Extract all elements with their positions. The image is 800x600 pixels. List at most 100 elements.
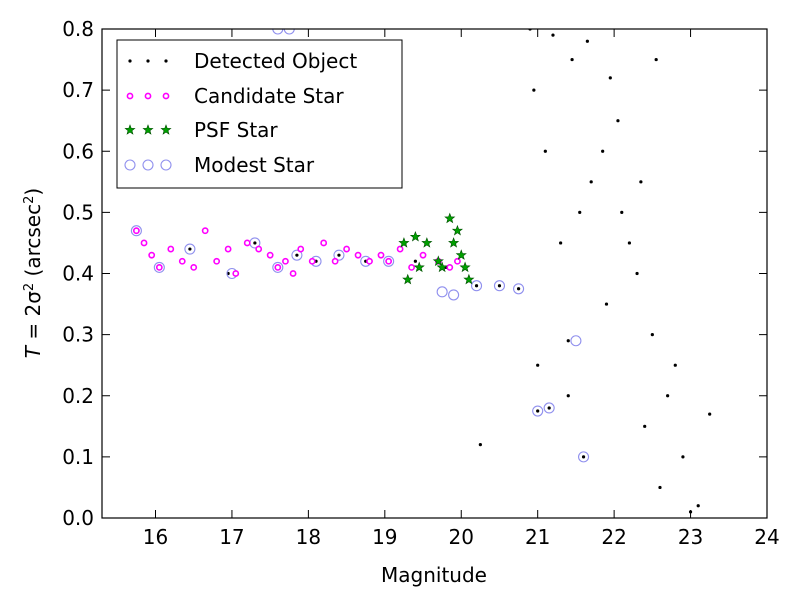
detected-object-point (585, 39, 589, 43)
candidate-star-point (454, 257, 461, 265)
candidate-star-point (190, 263, 198, 271)
y-tick-label: 0.8 (62, 17, 94, 41)
candidate-star-point (132, 227, 140, 235)
candidate-star-point (224, 245, 232, 253)
detected-object-point (559, 241, 563, 245)
modest-star-point (291, 249, 303, 261)
detected-object-point (188, 247, 192, 251)
legend-label-psf-star: PSF Star (194, 118, 278, 142)
y-axis-label-unit-close: ) (21, 188, 45, 196)
candidate-star-point (419, 251, 427, 259)
detected-object-point (478, 443, 482, 447)
modest-star-point (333, 249, 345, 261)
candidate-star-point (446, 263, 454, 271)
x-tick-label: 22 (601, 525, 626, 549)
psf-star-point (436, 261, 448, 273)
psf-star-point (455, 249, 467, 260)
modest-star-point (470, 280, 483, 292)
legend-marker-modest-star (160, 159, 172, 171)
detected-object-point (536, 363, 540, 367)
candidate-star-point (396, 245, 404, 253)
detected-object-point (532, 88, 536, 92)
candidate-star-point (331, 257, 339, 265)
y-tick-label: 0.3 (62, 323, 94, 347)
candidate-star-point (385, 257, 393, 265)
legend-marker-psf-star (124, 124, 136, 135)
modest-star-point (184, 243, 196, 255)
y-axis-label: T = 2σ2 (arcsec2) (21, 188, 45, 358)
candidate-star-point (289, 270, 297, 277)
candidate-star-point (377, 251, 385, 259)
legend-label-candidate-star: Candidate Star (194, 84, 344, 108)
detected-object-point (708, 412, 712, 416)
legend-marker-psf-star (160, 124, 172, 135)
y-tick-label: 0.5 (62, 200, 94, 224)
candidate-star-point (243, 239, 251, 247)
detected-object-point (570, 57, 574, 62)
candidate-star-point (167, 245, 175, 253)
detected-object-point (673, 363, 677, 367)
legend-marker-candidate-star (162, 92, 170, 100)
x-tick-label: 24 (754, 525, 779, 549)
candidate-star-point (282, 257, 289, 265)
candidate-star-point (255, 245, 263, 253)
detected-object-point (547, 406, 551, 410)
x-tick-label: 21 (525, 525, 550, 549)
detected-object-point (295, 253, 299, 257)
detected-object-point (536, 409, 540, 413)
candidate-star-point (408, 263, 415, 271)
modest-star-point (383, 255, 395, 267)
legend-marker-detected-object (146, 59, 150, 63)
y-tick-label: 0.1 (62, 445, 94, 469)
x-tick-label: 20 (449, 525, 474, 549)
y-axis-ticks: 0.0 0.1 0.2 0.3 0.4 0.5 0.6 0.7 0.8 (62, 17, 767, 530)
candidate-star-point (178, 257, 186, 265)
detected-object-point (650, 333, 654, 337)
legend-label-modest-star: Modest Star (194, 153, 315, 177)
candidate-star-point (343, 245, 350, 253)
psf-star-point (409, 230, 421, 242)
candidate-star-point (201, 227, 209, 235)
modest-star-point (448, 289, 460, 301)
detected-object-point (604, 302, 609, 306)
candidate-star-point (232, 270, 240, 277)
detected-object-point (337, 253, 341, 257)
legend-marker-detected-object (164, 59, 168, 63)
candidate-star-point (140, 239, 148, 247)
detected-object-point (581, 455, 586, 459)
detected-object-point (643, 424, 647, 428)
candidate-star-point (213, 257, 221, 265)
detected-object-point (589, 180, 593, 184)
candidate-star-point (366, 257, 373, 265)
y-tick-label: 0.0 (62, 506, 94, 530)
detected-object-point (601, 149, 605, 153)
candidate-star-point (297, 245, 305, 253)
detected-object-point (608, 76, 612, 80)
detected-object-point (413, 259, 417, 263)
candidate-star-point (308, 257, 316, 265)
legend-marker-modest-star (142, 159, 154, 171)
x-tick-label: 19 (372, 525, 397, 549)
series-psf-star (398, 212, 475, 285)
detected-object-point (681, 455, 685, 459)
legend-label-detected-object: Detected Object (194, 49, 357, 73)
detected-object-point (627, 241, 632, 245)
candidate-star-point (266, 251, 274, 259)
legend-box (116, 39, 403, 189)
modest-star-point (272, 29, 284, 35)
detected-object-point (654, 57, 658, 62)
series-candidate-star (132, 227, 461, 277)
legend-marker-candidate-star (126, 92, 134, 100)
y-axis-label-unit-sq: 2 (22, 196, 37, 204)
psf-star-point (398, 237, 410, 248)
detected-object-point (658, 485, 662, 490)
detected-object-point (696, 504, 700, 508)
y-axis-label-lhs: T (21, 344, 45, 358)
modest-star-point (283, 29, 295, 35)
detected-object-point (253, 241, 257, 245)
psf-star-point (463, 273, 475, 285)
candidate-star-point (274, 263, 282, 271)
detected-object-point (474, 284, 479, 288)
candidate-star-point (320, 239, 328, 247)
